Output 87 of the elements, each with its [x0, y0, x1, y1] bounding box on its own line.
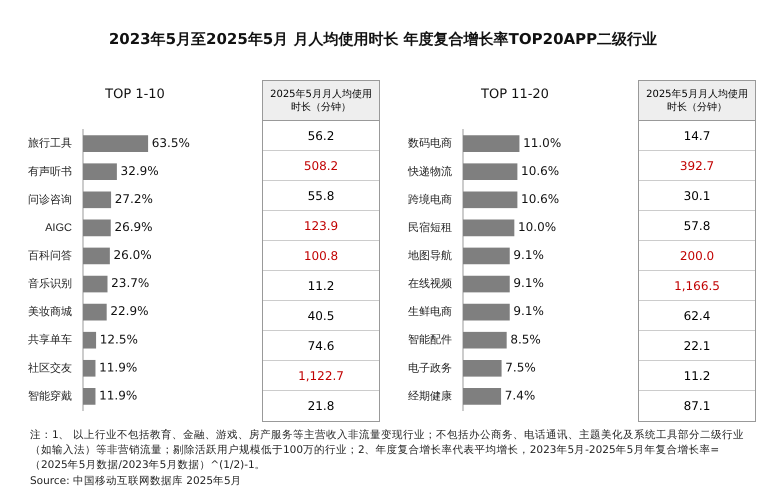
chart-subtitle: TOP 11-20 — [480, 86, 550, 104]
y-tick-label: 数码电商 — [408, 136, 452, 150]
y-tick-label: 快递物流 — [407, 164, 452, 178]
data-label: 9.1% — [513, 276, 544, 290]
data-label: 11.0% — [523, 136, 562, 150]
y-tick-label: 问诊咨询 — [28, 194, 72, 206]
data-label: 10.6% — [521, 164, 560, 178]
source-note: Source: 中国移动互联网数据库 2025年5月 — [30, 474, 243, 489]
data-label: 8.5% — [510, 332, 541, 346]
data-label: 11.9% — [99, 360, 138, 374]
y-tick-label: 生鲜电商 — [408, 305, 452, 318]
data-label: 11.2 — [639, 361, 755, 391]
data-label: 21.8 — [306, 398, 336, 415]
data-label: 40.5 — [263, 301, 379, 331]
data-label: 32.9% — [120, 164, 159, 178]
data-label: 56.2 — [263, 121, 379, 151]
data-label: 7.4% — [504, 388, 536, 402]
data-label: 14.7 — [639, 121, 755, 151]
bar — [463, 304, 510, 320]
y-tick-label: 跨境电商 — [408, 192, 452, 206]
y-tick-label: 社区交友 — [28, 361, 72, 374]
data-label: 26.9% — [114, 220, 153, 234]
bar — [83, 304, 107, 320]
bar — [463, 388, 502, 405]
data-label: 26.0% — [114, 248, 152, 262]
bar — [83, 220, 111, 236]
y-tick-label: 智能配件 — [408, 333, 452, 346]
data-label: 12.5% — [100, 332, 138, 346]
data-label: 62.4 — [639, 301, 755, 331]
data-label: 100.8 — [263, 241, 379, 271]
data-label: 392.7 — [639, 151, 755, 181]
y-tick-label: 经期健康 — [408, 389, 452, 402]
text: 注：1、 以上行业不包括教育、金融、游戏、房产服务等主营收入非流量变现行业；不包括办公商务、电话通讯、主题美化及系统工具部分二级行业（如输入法）等非营销流量；剔除活跃用户规模低于100万的行业；2、年度复合增长率代表平均增长，2023年5月-2025年5月年复合增长率=（2025年5月数据/2023年5月数据）^(1/2)-1。 — [30, 428, 745, 474]
data-label: 123.9 — [263, 211, 379, 241]
y-tick-label: 地图导航 — [407, 248, 452, 262]
data-label: 200.0 — [639, 241, 755, 271]
y-tick-label: 共享单车 — [28, 333, 72, 346]
y-tick-label: 美妆商城 — [28, 305, 72, 318]
bar — [463, 332, 507, 349]
bar — [83, 388, 96, 405]
data-label: 1,122.7 — [263, 361, 379, 391]
data-label: 22.1 — [639, 331, 755, 361]
bar — [83, 135, 148, 152]
y-tick-label: 百科问答 — [28, 250, 72, 262]
data-label: 22.9% — [110, 304, 148, 318]
y-tick-label: 智能穿戴 — [28, 389, 72, 402]
bar — [463, 248, 510, 264]
data-label: 508.2 — [263, 151, 379, 181]
data-label: 30.1 — [639, 181, 755, 211]
text: 2025年5月月人均使用时长（分钟） — [263, 81, 379, 121]
bar — [83, 163, 117, 180]
bar — [83, 276, 108, 292]
y-tick-label: AIGC — [45, 222, 72, 234]
data-label: 11.9% — [99, 388, 138, 402]
data-label: 11.2 — [263, 271, 379, 301]
data-label: 74.6 — [263, 331, 379, 361]
data-label: 9.1% — [513, 248, 544, 262]
y-tick-label: 民宿短租 — [408, 220, 452, 234]
data-label: 10.6% — [521, 192, 560, 206]
bar — [463, 276, 510, 292]
bar — [463, 135, 520, 152]
bar — [463, 220, 514, 236]
data-label: 57.8 — [639, 211, 755, 241]
y-tick-label: 旅行工具 — [28, 136, 72, 150]
data-label: 10.0% — [518, 220, 556, 234]
y-tick-label: 在线视频 — [408, 277, 452, 290]
bar — [83, 360, 96, 377]
bar — [463, 163, 518, 180]
data-label: 9.1% — [513, 304, 544, 318]
bar — [463, 191, 518, 208]
text: 2025年5月月人均使用时长（分钟） — [639, 81, 755, 121]
y-tick-label: 音乐识别 — [28, 277, 72, 290]
data-label: 27.2% — [114, 192, 153, 206]
y-tick-label: 有声听书 — [28, 164, 72, 178]
data-label: 23.7% — [111, 276, 150, 290]
data-label: 87.1 — [682, 398, 712, 415]
y-tick-label: 电子政务 — [408, 361, 452, 374]
chart-subtitle: TOP 1-10 — [104, 86, 166, 104]
bar — [463, 360, 502, 377]
data-label: 55.8 — [263, 181, 379, 211]
bar — [83, 332, 96, 349]
data-label: 7.5% — [505, 360, 536, 374]
data-label: 63.5% — [152, 136, 190, 150]
bar — [83, 248, 110, 264]
data-label: 1,166.5 — [639, 271, 755, 301]
bar — [83, 191, 112, 208]
text: 2023年5月至2025年5月 月人均使用时长 年度复合增长率TOP20APP二级行业 — [108, 30, 658, 49]
